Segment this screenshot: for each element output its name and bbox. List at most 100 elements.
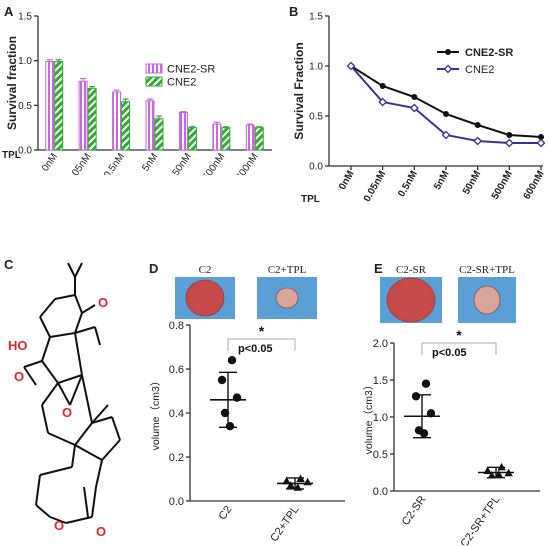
data-point-tpl bbox=[483, 466, 492, 475]
tumor-specimen bbox=[185, 279, 225, 317]
a-bar-cne2 bbox=[221, 127, 231, 151]
tumor-specimen bbox=[386, 277, 436, 323]
a-x-tick-label: 500nM bbox=[201, 151, 228, 175]
b-point-cne2 bbox=[409, 103, 419, 113]
b-x-tick-label: 50nM bbox=[461, 169, 483, 197]
chart-a-svg: A 0.0 0.5 1.0 1.5 Survival fraction 0nM 0.05nM… bbox=[2, 4, 272, 175]
b-legend-label: CNE2 bbox=[465, 64, 494, 76]
chart-e-svg: E C2-SR C2-SR+TPL 0.0 0.5 1.0 1.5 2.0 volume（cm… bbox=[363, 261, 540, 545]
y-tick-label: 1.0 bbox=[373, 412, 388, 424]
data-point-control bbox=[421, 379, 431, 388]
b-point-cne2 bbox=[504, 138, 514, 148]
significance-star: * bbox=[456, 327, 462, 343]
y-tick-label: 1.5 bbox=[373, 375, 388, 387]
atom-o-5: O bbox=[96, 524, 106, 539]
b-y-tick-label: 0.0 bbox=[309, 162, 323, 173]
y-axis-label: volume（cm3） bbox=[363, 380, 375, 455]
data-point-tpl bbox=[296, 474, 305, 482]
y-tick-label: 0.4 bbox=[169, 408, 184, 420]
x-tick-label: C2-SR bbox=[400, 494, 429, 528]
panel-e: E C2-SR C2-SR+TPL 0.0 0.5 1.0 1.5 2.0 volume（cm… bbox=[360, 255, 550, 545]
data-point-tpl bbox=[497, 462, 506, 471]
photo-label: C2-SR+TPL bbox=[459, 264, 515, 276]
panel-d: D C2 C2+TPL 0.0 0.2 0.4 0.6 0.8 volume（cm3） C2 C2… bbox=[145, 255, 360, 545]
photo-label: C2+TPL bbox=[268, 264, 307, 276]
photo-label: C2 bbox=[199, 264, 212, 276]
a-bar-cne2 bbox=[254, 127, 264, 151]
a-x-tick-label: 0.5nM bbox=[102, 151, 127, 175]
x-tick-label: C2+TPL bbox=[268, 504, 301, 544]
a-legend-swatch bbox=[145, 63, 163, 74]
atom-o-4: O bbox=[54, 518, 64, 533]
panel-b: B 0.0 0.5 1.0 1.5 Survival Fraction 0nM 0.05nM… bbox=[285, 0, 550, 205]
data-point-control bbox=[217, 375, 227, 385]
b-point-cne2 bbox=[378, 97, 388, 107]
a-bar-cne2sr bbox=[145, 100, 155, 151]
y-tick-label: 0.0 bbox=[373, 486, 388, 498]
photo-label: C2-SR bbox=[396, 264, 427, 276]
atom-o-1: O bbox=[98, 295, 108, 310]
b-x-tick-label: 600nM bbox=[522, 169, 547, 201]
a-bar-cne2sr bbox=[45, 61, 55, 151]
b-point-cne2 bbox=[346, 61, 356, 71]
tumor-specimen bbox=[473, 285, 501, 315]
panel-c: C bbox=[0, 255, 150, 545]
a-x-tick-label: 0.05nM bbox=[65, 151, 93, 175]
panel-label-a: A bbox=[4, 4, 14, 19]
b-point-cne2sr bbox=[443, 111, 449, 117]
b-y-tick-label: 1.5 bbox=[309, 12, 323, 23]
a-x-tick-label: 600nM bbox=[234, 151, 261, 175]
atom-o-2: O bbox=[14, 369, 24, 384]
data-point-tpl bbox=[487, 470, 496, 479]
b-point-cne2sr bbox=[379, 83, 386, 89]
x-tick-label: C2-SR+TPL bbox=[458, 494, 502, 545]
atom-ho: HO bbox=[8, 338, 28, 353]
chart-b-svg: B 0.0 0.5 1.0 1.5 Survival Fraction 0nM 0.05nM… bbox=[289, 4, 547, 205]
y-tick-label: 0.5 bbox=[373, 449, 388, 461]
data-point-control bbox=[220, 408, 230, 418]
a-bar-cne2sr bbox=[112, 91, 122, 151]
significance-bracket bbox=[227, 338, 296, 351]
x-tick-label: C2 bbox=[217, 504, 235, 522]
panel-a: A 0.0 0.5 1.0 1.5 Survival fraction 0nM 0.05nM… bbox=[0, 0, 285, 175]
panel-label-d: D bbox=[149, 261, 158, 276]
a-bar-cne2 bbox=[121, 101, 131, 151]
y-tick-label: 2.0 bbox=[373, 338, 388, 350]
tumor-specimen bbox=[275, 287, 299, 309]
significance-bracket bbox=[421, 342, 497, 355]
b-point-cne2sr bbox=[474, 122, 481, 128]
data-point-tpl bbox=[504, 468, 513, 477]
b-y-tick-label: 1.0 bbox=[309, 62, 323, 73]
data-point-control bbox=[426, 409, 436, 418]
molecule-structure: C bbox=[4, 257, 121, 539]
a-y-tick-label: 1.5 bbox=[18, 12, 32, 23]
a-legend-swatch bbox=[145, 76, 163, 87]
data-point-tpl bbox=[293, 483, 302, 491]
b-y-tick-label: 0.5 bbox=[309, 112, 323, 123]
b-point-cne2sr bbox=[506, 132, 513, 138]
y-axis-label: volume（cm3） bbox=[150, 376, 162, 451]
a-bar-cne2 bbox=[87, 87, 97, 151]
y-tick-label: 0.2 bbox=[169, 452, 184, 464]
b-point-cne2 bbox=[441, 130, 451, 140]
chart-d-svg: D C2 C2+TPL 0.0 0.2 0.4 0.6 0.8 volume（cm3） C2 C2… bbox=[149, 261, 345, 544]
panel-label-c: C bbox=[4, 257, 14, 272]
data-point-control bbox=[225, 422, 235, 431]
a-x-tick-label: 5nM bbox=[140, 151, 160, 173]
a-x-tick-label: 50nM bbox=[171, 151, 194, 175]
y-tick-label: 0.0 bbox=[169, 496, 184, 508]
data-point-control bbox=[227, 356, 237, 365]
data-point-tpl bbox=[494, 470, 503, 478]
b-x-axis-label: TPL bbox=[301, 194, 320, 205]
a-legend-label: CNE2 bbox=[167, 77, 196, 89]
y-tick-label: 0.8 bbox=[169, 320, 184, 332]
b-x-tick-label: 0nM bbox=[337, 169, 357, 192]
b-legend-label: CNE2-SR bbox=[465, 47, 513, 59]
a-bar-cne2sr bbox=[245, 124, 255, 151]
a-y-tick-label: 1.0 bbox=[18, 56, 32, 67]
b-x-tick-label: 0.5nM bbox=[396, 169, 420, 199]
b-x-tick-label: 500nM bbox=[490, 169, 515, 201]
data-point-control bbox=[232, 393, 242, 402]
a-legend-label: CNE2-SR bbox=[167, 64, 215, 76]
data-point-control bbox=[419, 429, 429, 438]
